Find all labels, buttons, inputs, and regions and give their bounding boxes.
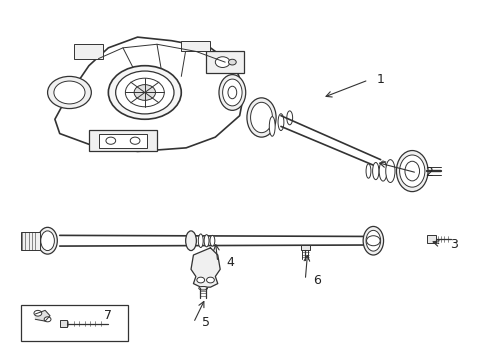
Text: 2: 2 bbox=[425, 166, 432, 179]
Ellipse shape bbox=[396, 150, 427, 192]
Ellipse shape bbox=[198, 234, 203, 248]
Text: 6: 6 bbox=[313, 274, 321, 287]
Bar bbox=[60, 320, 66, 327]
Ellipse shape bbox=[286, 111, 292, 125]
Bar bbox=[99, 134, 147, 148]
Text: 3: 3 bbox=[449, 238, 457, 251]
Circle shape bbox=[197, 277, 204, 283]
Circle shape bbox=[47, 76, 91, 109]
Ellipse shape bbox=[185, 231, 196, 251]
Circle shape bbox=[130, 137, 140, 144]
Ellipse shape bbox=[222, 79, 242, 106]
Ellipse shape bbox=[246, 98, 276, 137]
Circle shape bbox=[106, 137, 116, 144]
Ellipse shape bbox=[366, 230, 380, 251]
Ellipse shape bbox=[203, 235, 208, 247]
Circle shape bbox=[34, 310, 41, 316]
Ellipse shape bbox=[399, 155, 424, 187]
Ellipse shape bbox=[227, 86, 236, 99]
Ellipse shape bbox=[278, 114, 284, 131]
Ellipse shape bbox=[250, 102, 272, 133]
Ellipse shape bbox=[378, 161, 386, 181]
Ellipse shape bbox=[366, 164, 370, 178]
Ellipse shape bbox=[269, 117, 275, 136]
Bar bbox=[181, 41, 210, 51]
Polygon shape bbox=[191, 248, 220, 287]
Ellipse shape bbox=[372, 162, 378, 180]
Bar bbox=[426, 235, 435, 243]
Ellipse shape bbox=[219, 75, 245, 111]
Circle shape bbox=[108, 66, 181, 119]
Ellipse shape bbox=[41, 231, 54, 251]
Circle shape bbox=[54, 81, 85, 104]
Ellipse shape bbox=[404, 161, 419, 181]
Ellipse shape bbox=[199, 287, 207, 290]
Circle shape bbox=[215, 57, 229, 67]
Circle shape bbox=[366, 236, 379, 246]
Text: 4: 4 bbox=[225, 256, 233, 269]
Bar bbox=[21, 305, 127, 341]
Circle shape bbox=[125, 78, 164, 107]
Ellipse shape bbox=[363, 226, 383, 255]
Circle shape bbox=[228, 59, 236, 65]
Bar bbox=[205, 51, 244, 73]
Polygon shape bbox=[35, 310, 50, 321]
Bar bbox=[74, 44, 103, 59]
Circle shape bbox=[206, 277, 214, 283]
Polygon shape bbox=[55, 37, 244, 152]
Text: 7: 7 bbox=[104, 309, 112, 322]
Circle shape bbox=[134, 85, 155, 100]
Text: 1: 1 bbox=[376, 73, 384, 86]
Ellipse shape bbox=[38, 227, 57, 254]
Ellipse shape bbox=[385, 159, 394, 183]
Ellipse shape bbox=[209, 235, 214, 246]
Bar bbox=[89, 130, 157, 152]
Bar bbox=[21, 232, 40, 249]
Circle shape bbox=[116, 71, 174, 114]
Text: 5: 5 bbox=[201, 316, 209, 329]
Bar bbox=[301, 246, 309, 249]
Circle shape bbox=[44, 317, 51, 322]
